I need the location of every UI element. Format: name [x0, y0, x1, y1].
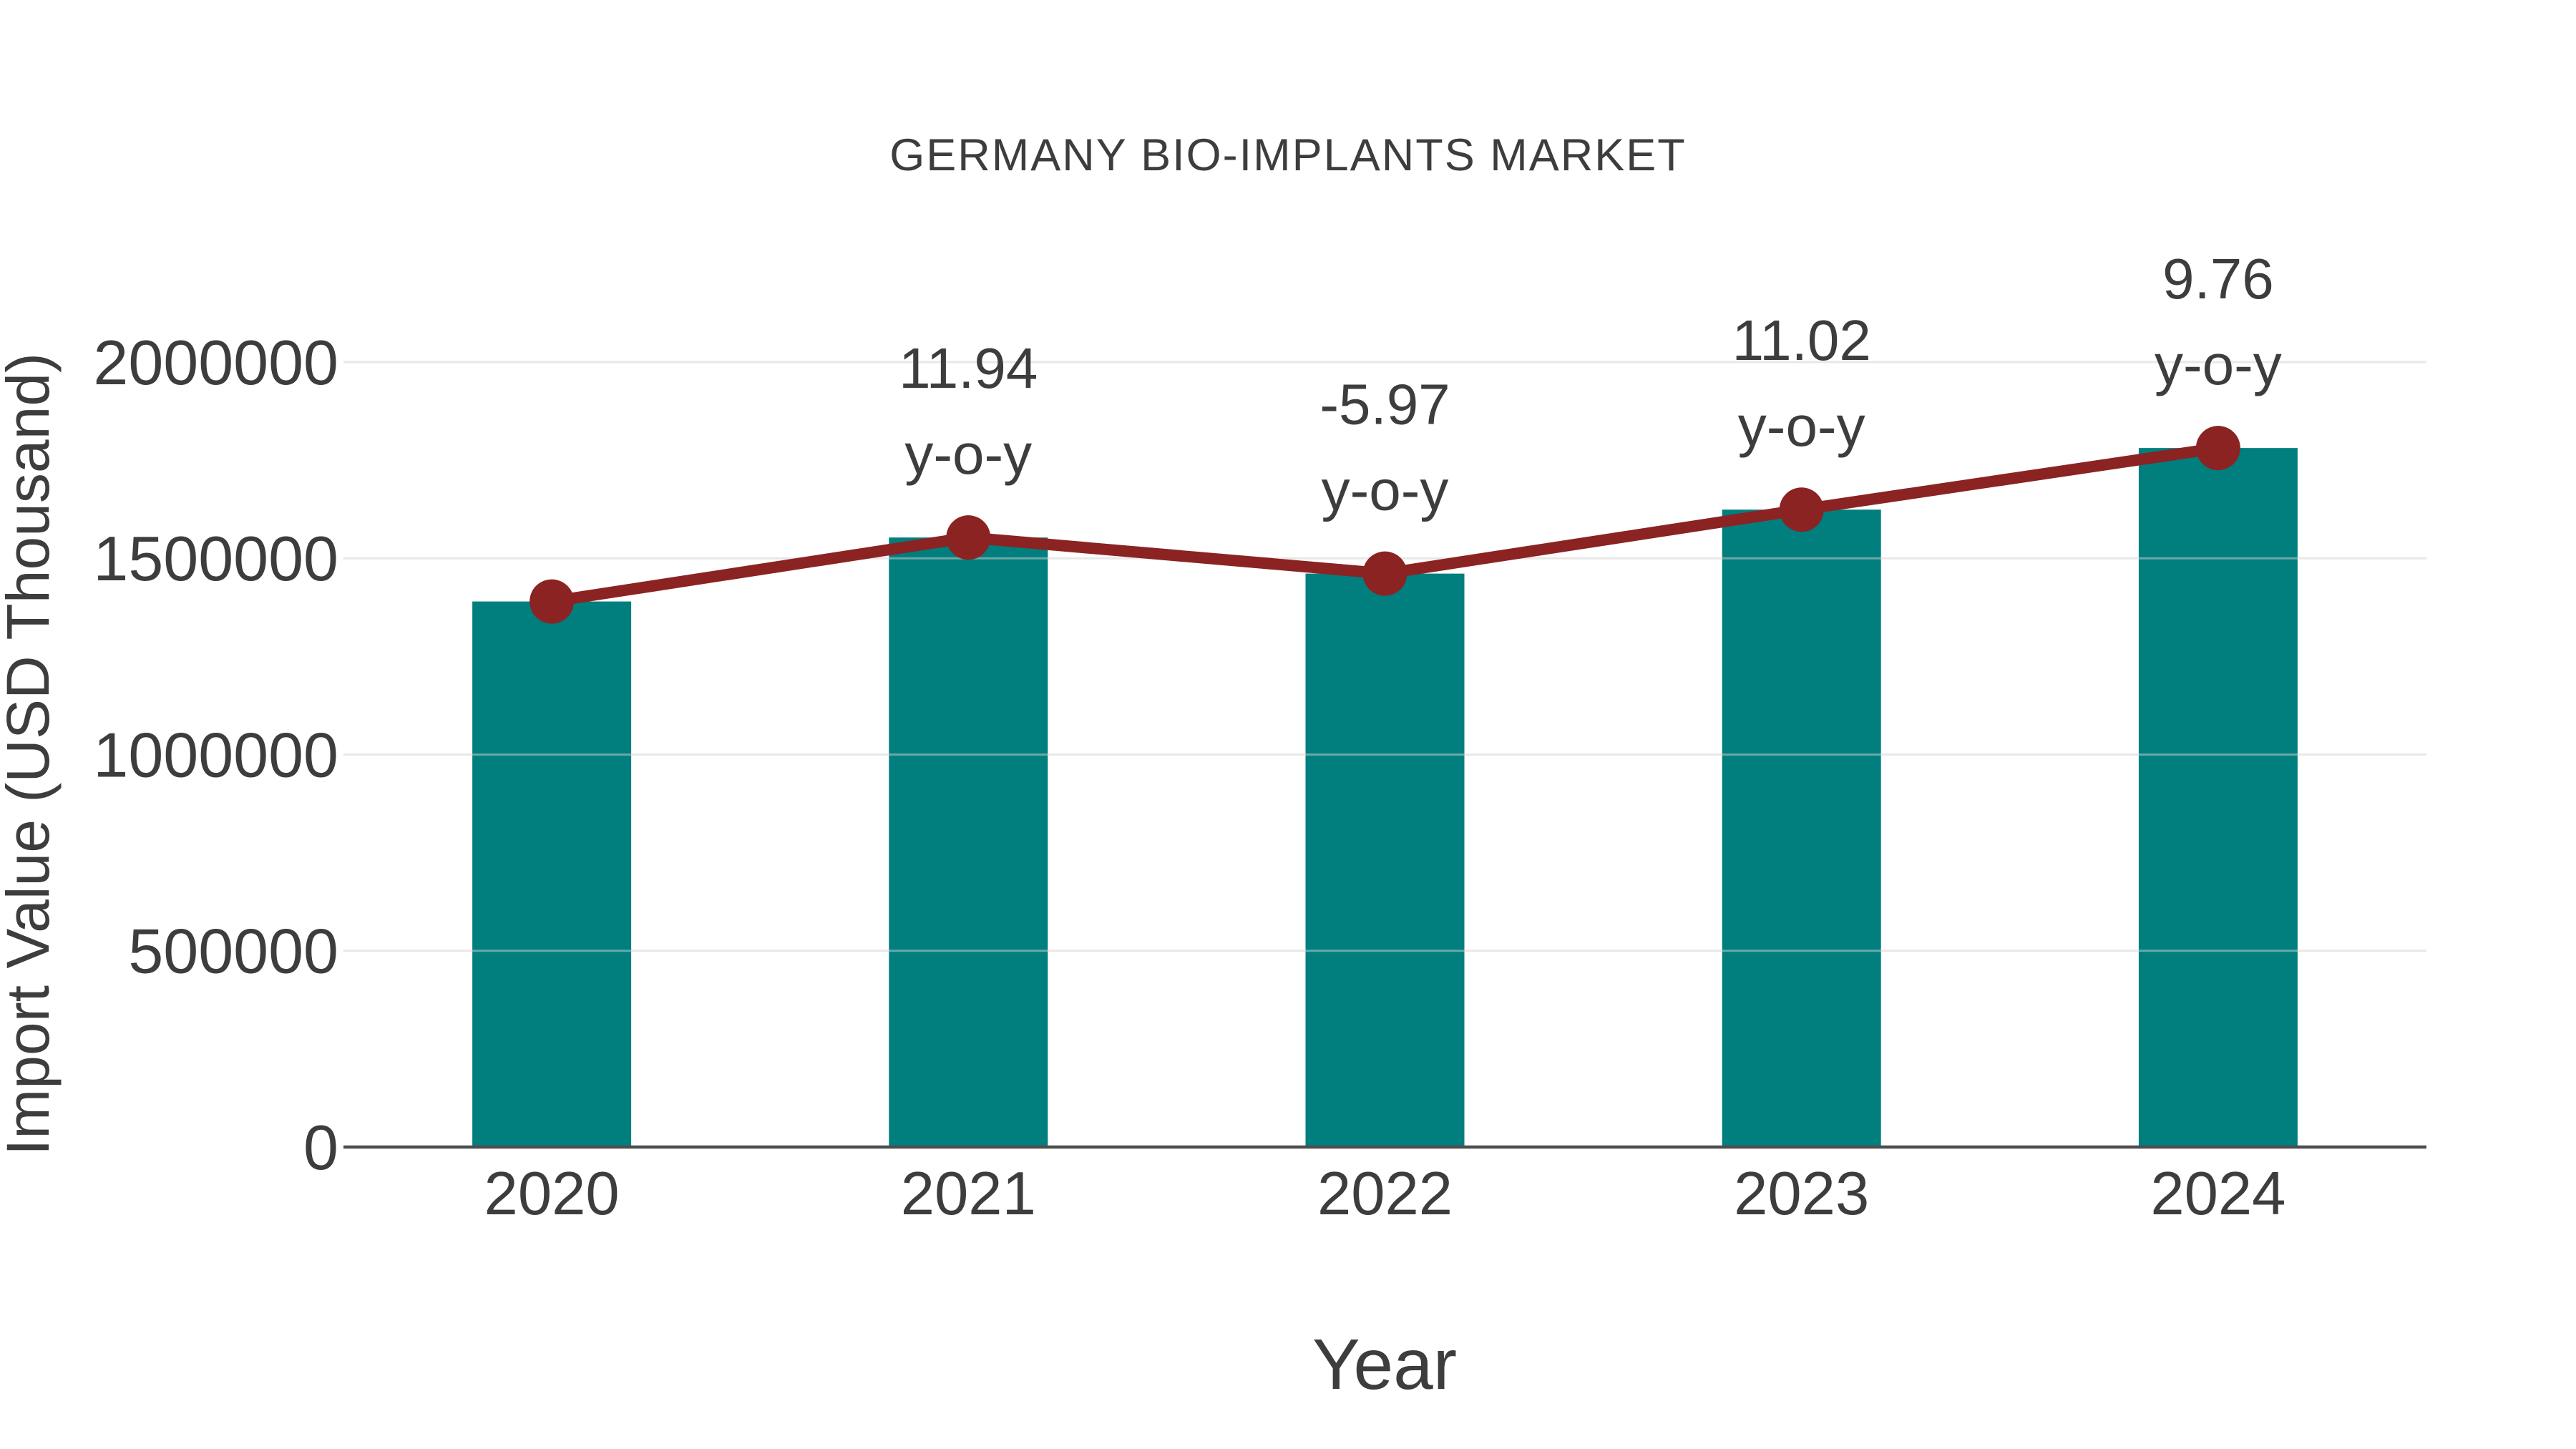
x-tick-label-2022: 2022: [1317, 1160, 1453, 1228]
y-tick-label: 500000: [128, 916, 338, 987]
x-tick-label-2024: 2024: [2150, 1160, 2285, 1228]
bar-2024[interactable]: [2138, 448, 2298, 1147]
y-tick-label: 2000000: [93, 327, 338, 398]
bar-2022[interactable]: [1305, 573, 1465, 1147]
chart-plot-area: 0 500000 1000000 1500000 2000000 2020 2021 2022…: [93, 247, 2426, 1228]
annotation-suffix-2024: y-o-y: [2155, 333, 2282, 396]
y-axis-title: Import Value (USD Thousand): [0, 353, 62, 1156]
bar-2021[interactable]: [889, 537, 1048, 1147]
line-point-2023[interactable]: [1779, 487, 1824, 532]
y-tick-label: 0: [303, 1112, 338, 1183]
chart-title: GERMANY BIO-IMPLANTS MARKET: [889, 130, 1687, 180]
annotation-value-2023: 11.02: [1732, 308, 1871, 372]
y-tick-label: 1500000: [93, 523, 338, 594]
annotation-value-2024: 9.76: [2162, 247, 2274, 311]
line-point-2024[interactable]: [2195, 426, 2240, 471]
bar-2020[interactable]: [472, 601, 632, 1147]
x-tick-label-2021: 2021: [901, 1160, 1036, 1228]
bar-2023[interactable]: [1722, 509, 1881, 1147]
y-tick-label: 1000000: [93, 719, 338, 790]
annotation-suffix-2023: y-o-y: [1738, 394, 1865, 458]
annotation-suffix-2022: y-o-y: [1322, 459, 1449, 522]
annotation-value-2022: -5.97: [1319, 373, 1450, 436]
x-tick-label-2023: 2023: [1734, 1160, 1869, 1228]
x-tick-label-2020: 2020: [484, 1160, 620, 1228]
x-axis-title: Year: [1312, 1324, 1457, 1405]
line-point-2022[interactable]: [1362, 551, 1407, 596]
annotation-suffix-2021: y-o-y: [904, 422, 1032, 486]
line-point-2020[interactable]: [530, 579, 575, 624]
annotation-value-2021: 11.94: [899, 336, 1038, 400]
line-point-2021[interactable]: [946, 515, 991, 560]
